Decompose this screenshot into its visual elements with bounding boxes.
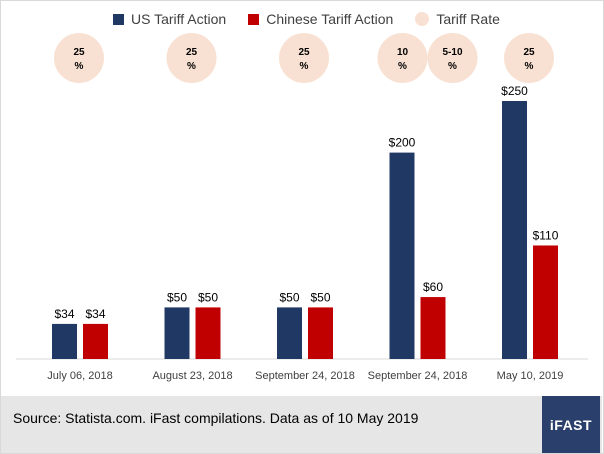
bar-cn — [308, 307, 333, 359]
bar-cn — [195, 307, 221, 359]
tariff-rate-value: 25 — [186, 47, 198, 58]
bar-cn — [83, 323, 108, 359]
legend-swatch-cn — [248, 13, 260, 25]
legend-item-us: US Tariff Action — [113, 11, 226, 27]
data-label-cn: $50 — [310, 290, 330, 304]
x-tick-label: September 24, 2018 — [255, 370, 355, 382]
tariff-rate-bubble — [54, 33, 104, 83]
tariff-rate-value: 5-10 — [442, 47, 462, 58]
tariff-rate-value: 25 — [523, 47, 535, 58]
data-label-cn: $34 — [85, 307, 105, 321]
chart-legend: US Tariff Action Chinese Tariff Action T… — [113, 10, 500, 28]
source-note: Source: Statista.com. iFast compilations… — [13, 410, 419, 426]
tariff-rate-value: 25 — [298, 47, 310, 58]
tariff-rate-value: 25 — [73, 47, 85, 58]
bar-chart: $34 $34 July 06, 2018 25% $50 $50 August 23, 2… — [16, 33, 588, 382]
tariff-rate-unit: % — [75, 61, 84, 72]
tariff-rate-unit: % — [525, 61, 534, 72]
logo-text: iFAST — [549, 416, 593, 433]
x-tick-label: July 06, 2018 — [47, 370, 112, 382]
tariff-rate-bubble — [504, 33, 554, 83]
legend-label-rate: Tariff Rate — [436, 11, 500, 27]
data-label-us: $50 — [167, 290, 187, 304]
ifast-logo: iFAST — [542, 396, 600, 453]
tariff-rate-unit: % — [300, 61, 309, 72]
x-tick-label: September 24, 2018 — [368, 370, 468, 382]
tariff-rate-unit: % — [398, 61, 407, 72]
footer: Source: Statista.com. iFast compilations… — [1, 396, 602, 453]
bar-cn — [533, 245, 558, 359]
data-label-cn: $50 — [198, 290, 218, 304]
data-label-us: $200 — [389, 136, 416, 150]
tariff-rate-bubble — [427, 33, 478, 83]
tariff-rate-bubble — [377, 33, 428, 83]
tariff-rate-bubble — [166, 33, 217, 83]
tariff-rate-unit: % — [187, 61, 196, 72]
tariff-rate-unit: % — [448, 61, 457, 72]
bar-us — [164, 307, 190, 359]
legend-label-us: US Tariff Action — [131, 11, 227, 27]
bar-us — [502, 101, 527, 359]
data-label-cn: $110 — [533, 228, 559, 242]
legend-item-rate: Tariff Rate — [415, 11, 500, 27]
bar-cn — [420, 297, 446, 359]
legend-label-cn: Chinese Tariff Action — [266, 11, 394, 27]
legend-swatch-us — [113, 13, 124, 25]
tariff-rate-bubble — [279, 33, 329, 83]
bar-us — [277, 307, 302, 359]
legend-swatch-rate — [415, 12, 430, 26]
bar-us — [52, 323, 77, 359]
data-label-us: $34 — [54, 307, 74, 321]
x-tick-label: August 23, 2018 — [152, 370, 232, 382]
data-label-cn: $60 — [423, 280, 443, 294]
x-tick-label: May 10, 2019 — [497, 370, 564, 382]
data-label-us: $50 — [279, 290, 299, 304]
legend-item-cn: Chinese Tariff Action — [248, 11, 393, 27]
data-label-us: $250 — [501, 84, 528, 98]
tariff-rate-value: 10 — [397, 47, 409, 58]
bar-us — [389, 152, 415, 359]
